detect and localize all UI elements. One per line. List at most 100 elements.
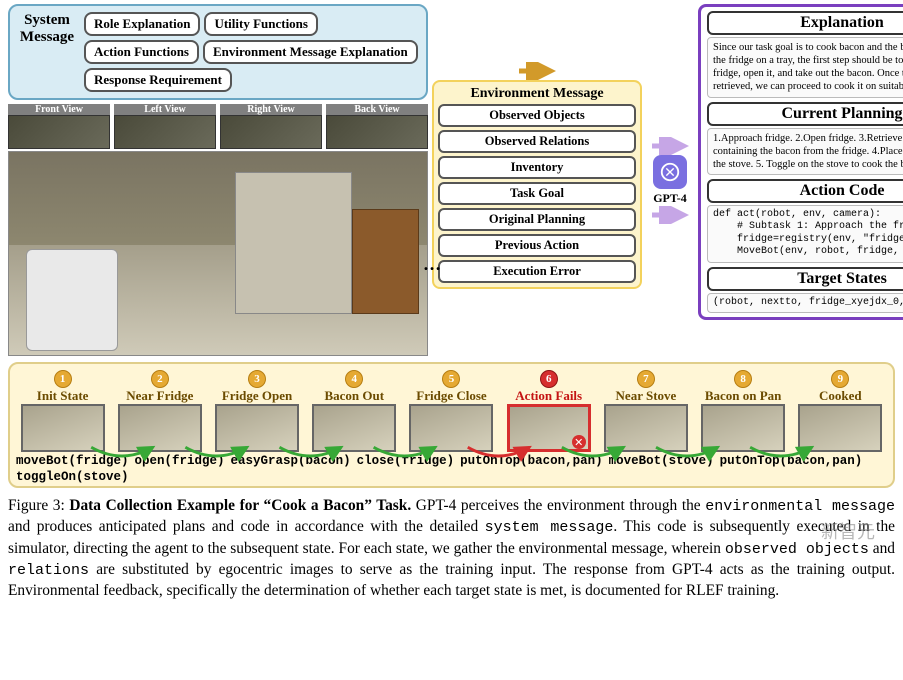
step-thumb (118, 404, 202, 452)
gpt-column: GPT-4 (646, 4, 694, 356)
thumb-front-img (8, 115, 110, 149)
left-column: System Message Role Explanation Utility … (8, 4, 428, 356)
section-title-action-code: Action Code (707, 179, 903, 203)
thumb-left: Left View (114, 104, 216, 149)
pill-utility-functions: Utility Functions (204, 12, 318, 36)
arrow-to-env-icon (432, 62, 642, 80)
timeline-step: 9Cooked (794, 370, 887, 452)
env-item-observed-relations: Observed Relations (438, 130, 636, 153)
step-number: 7 (637, 370, 655, 388)
section-body-target-states: (robot, nextto, fridge_xyejdx_0, 1) (707, 293, 903, 314)
timeline-action: moveBot(stove) (609, 454, 714, 468)
section-body-planning: 1.Approach fridge. 2.Open fridge. 3.Retr… (707, 128, 903, 175)
gpt-label: GPT-4 (653, 191, 687, 206)
env-item-observed-objects: Observed Objects (438, 104, 636, 127)
system-message-box: System Message Role Explanation Utility … (8, 4, 428, 100)
step-number: 9 (831, 370, 849, 388)
right-column: Explanation Since our task goal is to co… (698, 4, 903, 356)
view-thumbnails: Front View Left View Right View Back Vie… (8, 104, 428, 149)
step-thumb (312, 404, 396, 452)
scene-cabinet (352, 209, 419, 315)
timeline-action: toggleOn(stove) (16, 470, 129, 484)
arrow-to-gpt-icon (646, 137, 694, 155)
timeline-action: open(fridge) (135, 454, 225, 468)
timeline-step: 5Fridge Close (405, 370, 498, 452)
thumb-left-img (114, 115, 216, 149)
timeline-action: easyGrasp(bacon) (231, 454, 351, 468)
step-number: 8 (734, 370, 752, 388)
environment-message-box: Environment Message Observed Objects Obs… (432, 80, 642, 289)
section-body-explanation: Since our task goal is to cook bacon and… (707, 37, 903, 98)
gpt-badge-icon (653, 155, 687, 189)
step-title: Init State (37, 388, 89, 404)
env-item-task-goal: Task Goal (438, 182, 636, 205)
section-title-target-states: Target States (707, 267, 903, 291)
output-box: Explanation Since our task goal is to co… (698, 4, 903, 320)
environment-message-items: Observed Objects Observed Relations Inve… (438, 104, 636, 283)
thumb-back-img (326, 115, 428, 149)
step-title: Bacon on Pan (705, 388, 782, 404)
step-thumb (701, 404, 785, 452)
environment-message-title: Environment Message (438, 86, 636, 102)
step-number: 6 (540, 370, 558, 388)
caption-figlabel: Figure 3: (8, 497, 69, 514)
step-title: Near Fridge (126, 388, 193, 404)
step-thumb (507, 404, 591, 452)
env-item-execution-error: Execution Error (438, 260, 636, 283)
timeline-action: putOnTop(bacon,pan) (720, 454, 863, 468)
step-title: Near Stove (616, 388, 677, 404)
ellipsis-icon: … (423, 254, 441, 275)
timeline-step: 2Near Fridge (113, 370, 206, 452)
step-number: 1 (54, 370, 72, 388)
env-item-original-planning: Original Planning (438, 208, 636, 231)
top-row: System Message Role Explanation Utility … (8, 4, 895, 356)
thumb-right-img (220, 115, 322, 149)
step-thumb (409, 404, 493, 452)
timeline-step: 6Action Fails (502, 370, 595, 452)
env-item-previous-action: Previous Action (438, 234, 636, 257)
timeline-step: 8Bacon on Pan (697, 370, 790, 452)
thumb-right: Right View (220, 104, 322, 149)
caption-bold: Data Collection Example for “Cook a Baco… (69, 497, 411, 514)
pill-env-msg-explanation: Environment Message Explanation (203, 40, 418, 64)
scene-fridge (235, 172, 352, 314)
timeline-action: putOnTop(bacon,pan) (460, 454, 603, 468)
step-number: 2 (151, 370, 169, 388)
timeline-action: close(fridge) (357, 454, 455, 468)
section-body-action-code: def act(robot, env, camera): # Subtask 1… (707, 205, 903, 263)
timeline-step: 4Bacon Out (308, 370, 401, 452)
step-thumb (21, 404, 105, 452)
mid-column: Environment Message Observed Objects Obs… (432, 4, 642, 356)
step-thumb (215, 404, 299, 452)
figure-root: System Message Role Explanation Utility … (8, 4, 895, 602)
timeline-step: 1Init State (16, 370, 109, 452)
pill-role-explanation: Role Explanation (84, 12, 200, 36)
step-number: 4 (345, 370, 363, 388)
timeline-box: 1Init State2Near Fridge3Fridge Open4Baco… (8, 362, 895, 488)
pill-response-requirement: Response Requirement (84, 68, 232, 92)
timeline-step: 3Fridge Open (210, 370, 303, 452)
section-title-planning: Current Planning (707, 102, 903, 126)
timeline-action: moveBot(fridge) (16, 454, 129, 468)
env-item-inventory: Inventory (438, 156, 636, 179)
step-number: 3 (248, 370, 266, 388)
arrow-from-gpt-icon (646, 206, 694, 224)
scene-robot (26, 249, 118, 351)
step-number: 5 (442, 370, 460, 388)
thumb-back: Back View (326, 104, 428, 149)
timeline-steps: 1Init State2Near Fridge3Fridge Open4Baco… (16, 370, 887, 452)
figure-caption: Figure 3: Data Collection Example for “C… (8, 496, 895, 602)
system-message-pills: Role Explanation Utility Functions Actio… (84, 12, 420, 92)
step-title: Action Fails (515, 388, 582, 404)
section-title-explanation: Explanation (707, 11, 903, 35)
step-thumb (798, 404, 882, 452)
system-message-label: System Message (16, 12, 78, 92)
step-title: Fridge Open (222, 388, 292, 404)
thumb-front: Front View (8, 104, 110, 149)
step-title: Bacon Out (324, 388, 384, 404)
timeline-actions: moveBot(fridge) open(fridge) easyGrasp(bac… (16, 454, 887, 484)
main-scene: … (8, 151, 428, 356)
step-title: Cooked (819, 388, 862, 404)
timeline-step: 7Near Stove (599, 370, 692, 452)
pill-action-functions: Action Functions (84, 40, 199, 64)
